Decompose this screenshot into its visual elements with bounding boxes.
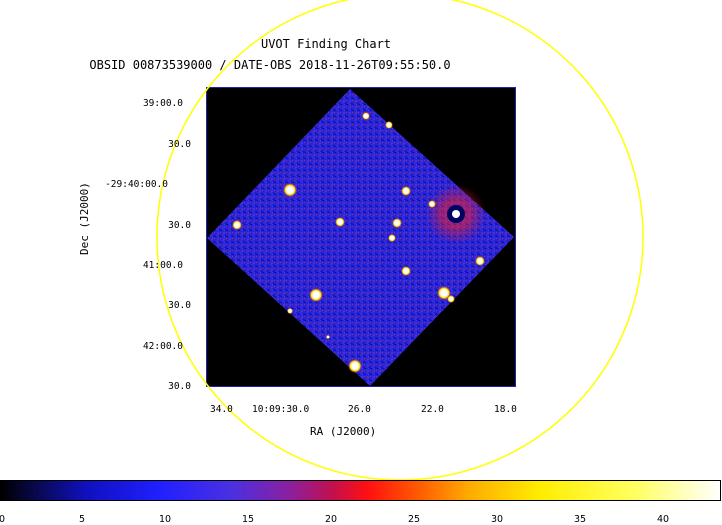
x-tick-label: 10:09:30.0 [252,404,310,415]
y-tick-label: 39:00.0 [142,98,183,109]
colorbar-tick: 20 [324,514,338,525]
star [385,121,393,129]
star [326,335,330,339]
colorbar-tick: 25 [407,514,421,525]
colorbar-tick: 35 [573,514,587,525]
y-tick-label: 30.0 [168,300,191,311]
colorbar-tick: 5 [78,514,86,525]
star [335,217,345,227]
x-tick-label: 18.0 [494,404,517,415]
star [401,186,411,196]
colorbar-tick: 0 [0,514,6,525]
star [232,220,242,230]
star [388,234,396,242]
chart-subtitle: OBSID 00873539000 / DATE-OBS 2018-11-26T… [89,58,451,72]
y-tick-label: 42:00.0 [142,341,183,352]
y-axis-label: Dec (J2000) [78,182,91,255]
colorbar-tick: 10 [158,514,172,525]
star [362,112,370,120]
y-tick-label: -29:40:00.0 [105,179,168,190]
star [475,256,485,266]
x-axis-label: RA (J2000) [310,425,377,438]
star [348,359,362,373]
star [309,288,323,302]
chart-title: UVOT Finding Chart [260,37,392,51]
star [287,308,293,314]
star [437,286,451,300]
x-tick-label: 34.0 [210,404,233,415]
star [447,295,455,303]
y-tick-label: 30.0 [168,381,191,392]
x-tick-label: 26.0 [348,404,371,415]
x-tick-label: 22.0 [421,404,444,415]
star [392,218,402,228]
star [428,200,436,208]
exposure-field [207,89,514,386]
y-tick-label: 41:00.0 [142,260,183,271]
colorbar-tick: 40 [656,514,670,525]
star [283,183,297,197]
colorbar-tick: 15 [241,514,255,525]
star [401,266,411,276]
colorbar-tick: 30 [490,514,504,525]
y-tick-label: 30.0 [168,139,191,150]
y-tick-label: 30.0 [168,220,191,231]
colorbar [0,480,721,501]
bright-source-center [452,210,460,218]
